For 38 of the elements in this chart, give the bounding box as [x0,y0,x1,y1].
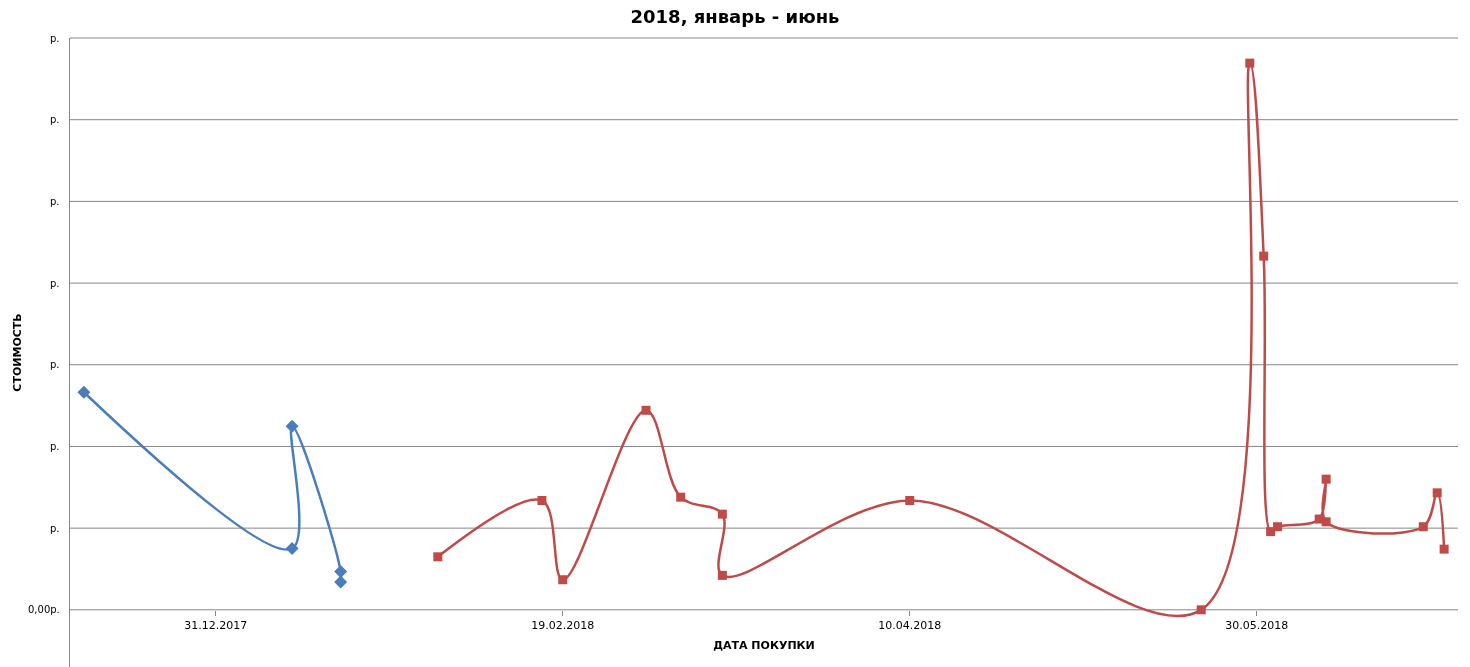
x-tick-label: 30.05.2018 [1225,619,1289,633]
point [285,419,299,433]
text: р. [50,523,60,534]
text: р. [50,359,60,370]
x-tick-label: 10.04.2018 [878,619,942,633]
point [1432,488,1442,498]
point [433,552,443,562]
point [77,385,91,399]
point [334,565,348,579]
text: р. [50,196,60,207]
point [1266,527,1276,537]
point [537,495,547,505]
point [1273,522,1283,532]
point [717,570,727,580]
point [1321,517,1331,527]
point [1196,605,1206,615]
x-tick-label: 19.02.2018 [531,619,595,633]
point [1245,58,1255,68]
text: р. [50,278,60,289]
point [1439,544,1449,554]
point [717,509,727,519]
point [1418,522,1428,532]
point [905,495,915,505]
point [676,492,686,502]
chart-title: 2018, январь - июнь [630,5,840,27]
text: р. [50,114,60,125]
text: 0,00р. [28,604,60,615]
text: р. [50,441,60,452]
point [334,575,348,589]
point [641,405,651,415]
y-axis-title: СТОИМОСТЬ [10,313,24,392]
text: р. [50,33,60,44]
point [558,575,568,585]
point [1321,474,1331,484]
x-axis-title: ДАТА ПОКУПКИ [713,639,815,653]
point [285,542,299,556]
x-tick-label: 31.12.2017 [184,619,248,633]
point [1259,251,1269,261]
